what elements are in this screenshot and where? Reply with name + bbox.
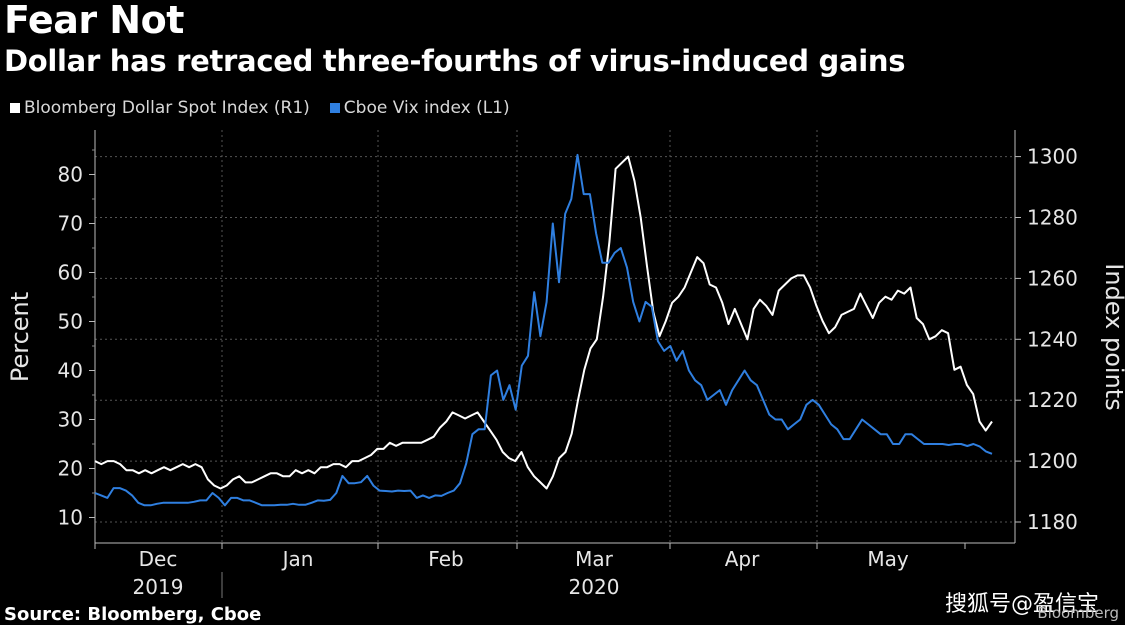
left-tick-label: 70 (58, 212, 83, 236)
x-tick-label-jan: Jan (281, 547, 314, 571)
right-tick-label: 1240 (1027, 327, 1078, 351)
x-tick-label-dec: Dec (139, 547, 178, 571)
x-tick-label-may: May (867, 547, 909, 571)
legend: Bloomberg Dollar Spot Index (R1) Cboe Vi… (10, 98, 510, 118)
right-tick-label: 1260 (1027, 266, 1078, 290)
x-tick-label-apr: Apr (725, 547, 760, 571)
legend-item-vix: Cboe Vix index (L1) (329, 98, 510, 118)
chart-title: Fear Not (4, 0, 184, 42)
left-tick-label: 20 (58, 457, 83, 481)
left-tick-label: 30 (58, 408, 83, 432)
x-year-label-2020: 2020 (569, 575, 620, 599)
chart-subtitle: Dollar has retraced three-fourths of vir… (4, 44, 906, 78)
x-year-label-2019: 2019 (133, 575, 184, 599)
series-line-vix (94, 153, 993, 507)
legend-swatch-vix (329, 103, 340, 113)
left-tick-label: 10 (58, 506, 83, 530)
right-tick-label: 1180 (1027, 510, 1078, 534)
right-axis-title: Index points (1100, 263, 1125, 410)
left-tick-label: 80 (58, 163, 83, 187)
legend-label-dollar: Bloomberg Dollar Spot Index (R1) (24, 98, 310, 118)
left-tick-label: 50 (58, 310, 83, 334)
series-line-dollar (94, 155, 993, 490)
left-tick-label: 60 (58, 261, 83, 285)
x-tick-label-mar: Mar (575, 547, 614, 571)
legend-item-dollar: Bloomberg Dollar Spot Index (R1) (10, 98, 310, 118)
legend-label-vix: Cboe Vix index (L1) (343, 98, 510, 118)
left-axis-title: Percent (6, 292, 34, 382)
x-tick-label-feb: Feb (428, 547, 463, 571)
right-tick-label: 1300 (1027, 145, 1078, 169)
source-note: Source: Bloomberg, Cboe (4, 604, 262, 625)
legend-swatch-dollar (10, 103, 20, 113)
brand-logo: Bloomberg (1037, 604, 1119, 622)
right-tick-label: 1220 (1027, 388, 1078, 412)
watermark: 搜狐号@盈信宝 (944, 592, 1099, 617)
left-tick-label: 40 (58, 359, 83, 383)
right-tick-label: 1200 (1027, 449, 1078, 473)
right-tick-label: 1280 (1027, 206, 1078, 230)
